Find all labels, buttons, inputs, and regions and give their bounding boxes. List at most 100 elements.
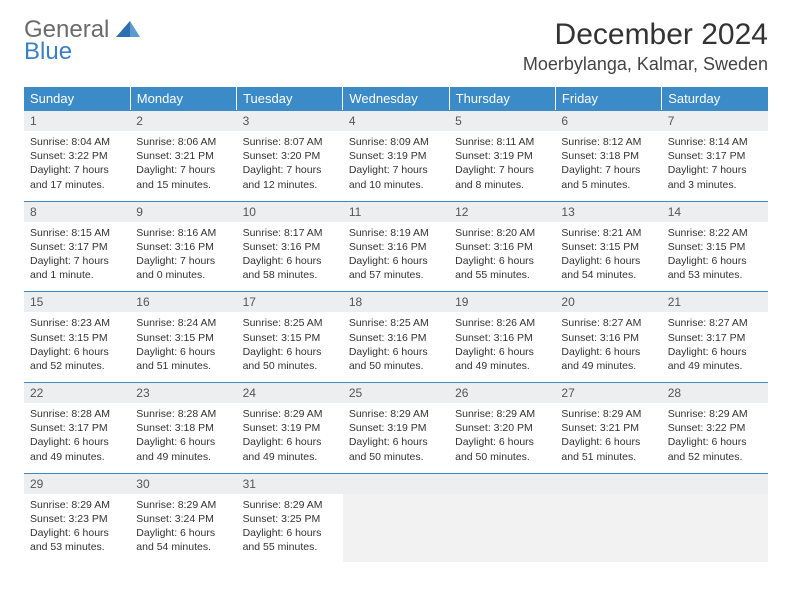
day-cell: 7Sunrise: 8:14 AMSunset: 3:17 PMDaylight…: [662, 110, 768, 200]
day-cell: 18Sunrise: 8:25 AMSunset: 3:16 PMDayligh…: [343, 291, 449, 382]
sunset-text: Sunset: 3:23 PM: [30, 512, 124, 526]
sunrise-text: Sunrise: 8:26 AM: [455, 316, 549, 330]
sunset-text: Sunset: 3:16 PM: [136, 240, 230, 254]
sunrise-text: Sunrise: 8:25 AM: [349, 316, 443, 330]
empty-day-body: [662, 494, 768, 554]
sunrise-text: Sunrise: 8:16 AM: [136, 226, 230, 240]
day-body: Sunrise: 8:07 AMSunset: 3:20 PMDaylight:…: [237, 131, 343, 200]
daylight-text: Daylight: 6 hours and 50 minutes.: [243, 345, 337, 373]
daylight-text: Daylight: 6 hours and 50 minutes.: [455, 435, 549, 463]
sunset-text: Sunset: 3:19 PM: [349, 421, 443, 435]
location: Moerbylanga, Kalmar, Sweden: [523, 54, 768, 75]
empty-day-number: [449, 473, 555, 494]
daylight-text: Daylight: 6 hours and 49 minutes.: [561, 345, 655, 373]
sunset-text: Sunset: 3:19 PM: [349, 149, 443, 163]
day-cell: 15Sunrise: 8:23 AMSunset: 3:15 PMDayligh…: [24, 291, 130, 382]
day-cell: 4Sunrise: 8:09 AMSunset: 3:19 PMDaylight…: [343, 110, 449, 200]
sunset-text: Sunset: 3:16 PM: [561, 331, 655, 345]
sunrise-text: Sunrise: 8:14 AM: [668, 135, 762, 149]
day-cell: 19Sunrise: 8:26 AMSunset: 3:16 PMDayligh…: [449, 291, 555, 382]
day-body: Sunrise: 8:14 AMSunset: 3:17 PMDaylight:…: [662, 131, 768, 200]
day-body: Sunrise: 8:19 AMSunset: 3:16 PMDaylight:…: [343, 222, 449, 291]
calendar-row: 1Sunrise: 8:04 AMSunset: 3:22 PMDaylight…: [24, 110, 768, 200]
sunset-text: Sunset: 3:15 PM: [136, 331, 230, 345]
day-number: 25: [343, 382, 449, 403]
day-number: 26: [449, 382, 555, 403]
sunrise-text: Sunrise: 8:11 AM: [455, 135, 549, 149]
daylight-text: Daylight: 6 hours and 49 minutes.: [668, 345, 762, 373]
sunset-text: Sunset: 3:15 PM: [243, 331, 337, 345]
day-cell: 11Sunrise: 8:19 AMSunset: 3:16 PMDayligh…: [343, 200, 449, 291]
daylight-text: Daylight: 7 hours and 10 minutes.: [349, 163, 443, 191]
calendar-row: 22Sunrise: 8:28 AMSunset: 3:17 PMDayligh…: [24, 382, 768, 473]
daylight-text: Daylight: 7 hours and 0 minutes.: [136, 254, 230, 282]
day-body: Sunrise: 8:28 AMSunset: 3:18 PMDaylight:…: [130, 403, 236, 472]
day-body: Sunrise: 8:26 AMSunset: 3:16 PMDaylight:…: [449, 312, 555, 381]
day-cell: 28Sunrise: 8:29 AMSunset: 3:22 PMDayligh…: [662, 382, 768, 473]
day-number: 11: [343, 201, 449, 222]
daylight-text: Daylight: 6 hours and 54 minutes.: [561, 254, 655, 282]
sunrise-text: Sunrise: 8:23 AM: [30, 316, 124, 330]
sunrise-text: Sunrise: 8:29 AM: [349, 407, 443, 421]
day-body: Sunrise: 8:15 AMSunset: 3:17 PMDaylight:…: [24, 222, 130, 291]
day-number: 24: [237, 382, 343, 403]
day-number: 21: [662, 291, 768, 312]
sunset-text: Sunset: 3:24 PM: [136, 512, 230, 526]
day-number: 30: [130, 473, 236, 494]
empty-day-body: [449, 494, 555, 554]
sunrise-text: Sunrise: 8:12 AM: [561, 135, 655, 149]
sunrise-text: Sunrise: 8:04 AM: [30, 135, 124, 149]
sunset-text: Sunset: 3:17 PM: [30, 421, 124, 435]
sunset-text: Sunset: 3:19 PM: [243, 421, 337, 435]
day-number: 3: [237, 110, 343, 131]
day-cell: 13Sunrise: 8:21 AMSunset: 3:15 PMDayligh…: [555, 200, 661, 291]
daylight-text: Daylight: 6 hours and 50 minutes.: [349, 345, 443, 373]
daylight-text: Daylight: 7 hours and 8 minutes.: [455, 163, 549, 191]
weekday-header: Friday: [555, 87, 661, 110]
daylight-text: Daylight: 7 hours and 15 minutes.: [136, 163, 230, 191]
daylight-text: Daylight: 6 hours and 55 minutes.: [243, 526, 337, 554]
month-title: December 2024: [523, 18, 768, 52]
calendar-row: 29Sunrise: 8:29 AMSunset: 3:23 PMDayligh…: [24, 472, 768, 563]
weekday-header: Wednesday: [343, 87, 449, 110]
daylight-text: Daylight: 6 hours and 58 minutes.: [243, 254, 337, 282]
weekday-header: Sunday: [24, 87, 130, 110]
sunrise-text: Sunrise: 8:25 AM: [243, 316, 337, 330]
sunrise-text: Sunrise: 8:06 AM: [136, 135, 230, 149]
day-number: 9: [130, 201, 236, 222]
daylight-text: Daylight: 7 hours and 17 minutes.: [30, 163, 124, 191]
day-number: 15: [24, 291, 130, 312]
sunrise-text: Sunrise: 8:27 AM: [668, 316, 762, 330]
day-cell: 22Sunrise: 8:28 AMSunset: 3:17 PMDayligh…: [24, 382, 130, 473]
sunset-text: Sunset: 3:19 PM: [455, 149, 549, 163]
day-body: Sunrise: 8:29 AMSunset: 3:19 PMDaylight:…: [237, 403, 343, 472]
day-number: 16: [130, 291, 236, 312]
day-cell: 31Sunrise: 8:29 AMSunset: 3:25 PMDayligh…: [237, 472, 343, 563]
calendar-row: 15Sunrise: 8:23 AMSunset: 3:15 PMDayligh…: [24, 291, 768, 382]
sunrise-text: Sunrise: 8:29 AM: [243, 407, 337, 421]
sunset-text: Sunset: 3:25 PM: [243, 512, 337, 526]
day-cell: 9 Sunrise: 8:16 AMSunset: 3:16 PMDaylight…: [130, 200, 236, 291]
day-number: 27: [555, 382, 661, 403]
day-body: Sunrise: 8:21 AMSunset: 3:15 PMDaylight:…: [555, 222, 661, 291]
day-number: 13: [555, 201, 661, 222]
day-body: Sunrise: 8:06 AMSunset: 3:21 PMDaylight:…: [130, 131, 236, 200]
day-body: Sunrise: 8:23 AMSunset: 3:15 PMDaylight:…: [24, 312, 130, 381]
logo: General Blue: [24, 18, 140, 64]
empty-cell: [662, 472, 768, 563]
day-cell: 23Sunrise: 8:28 AMSunset: 3:18 PMDayligh…: [130, 382, 236, 473]
day-body: Sunrise: 8:17 AMSunset: 3:16 PMDaylight:…: [237, 222, 343, 291]
sunrise-text: Sunrise: 8:29 AM: [455, 407, 549, 421]
sunrise-text: Sunrise: 8:27 AM: [561, 316, 655, 330]
day-number: 7: [662, 110, 768, 131]
sunset-text: Sunset: 3:16 PM: [349, 331, 443, 345]
sunset-text: Sunset: 3:16 PM: [243, 240, 337, 254]
sunset-text: Sunset: 3:16 PM: [349, 240, 443, 254]
sunrise-text: Sunrise: 8:29 AM: [668, 407, 762, 421]
sunrise-text: Sunrise: 8:15 AM: [30, 226, 124, 240]
calendar-table: Sunday Monday Tuesday Wednesday Thursday…: [24, 87, 768, 563]
day-number: 5: [449, 110, 555, 131]
sunset-text: Sunset: 3:17 PM: [668, 149, 762, 163]
day-body: Sunrise: 8:29 AMSunset: 3:19 PMDaylight:…: [343, 403, 449, 472]
day-body: Sunrise: 8:27 AMSunset: 3:16 PMDaylight:…: [555, 312, 661, 381]
